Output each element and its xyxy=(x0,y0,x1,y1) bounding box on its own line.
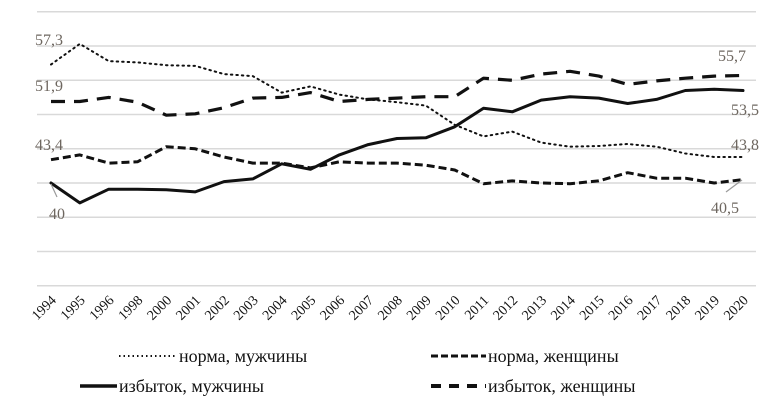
legend: норма, мужчины норма, женщины избыток, м… xyxy=(80,346,635,396)
x-tick-label: 2005 xyxy=(289,293,319,323)
gridlines xyxy=(37,11,756,287)
data-label: 43,4 xyxy=(35,137,63,154)
leader-line-40 xyxy=(50,183,58,198)
x-tick-label: 2001 xyxy=(174,293,204,323)
data-label: 43,8 xyxy=(731,137,759,154)
legend-label: избыток, женщины xyxy=(488,376,635,396)
x-tick-label: 2018 xyxy=(664,293,694,323)
x-tick-label: 1995 xyxy=(58,293,88,323)
x-tick-label: 2014 xyxy=(548,293,578,323)
x-tick-label: 2017 xyxy=(635,293,665,323)
x-tick-label: 1998 xyxy=(116,293,146,323)
x-tick-label: 1996 xyxy=(87,293,117,323)
data-label: 57,3 xyxy=(35,32,63,49)
x-tick-label: 2007 xyxy=(347,293,377,323)
series-lines xyxy=(49,42,745,205)
x-tick-label: 2004 xyxy=(260,293,290,323)
x-tick-label: 2003 xyxy=(231,293,261,323)
x-tick-label: 2006 xyxy=(318,293,348,323)
x-tick-label: 2020 xyxy=(721,293,751,323)
x-tick-label: 2019 xyxy=(693,293,723,323)
series-line-short-dash xyxy=(50,145,744,186)
legend-label: норма, мужчины xyxy=(179,346,307,366)
x-tick-label: 2016 xyxy=(606,293,636,323)
x-tick-label: 2009 xyxy=(404,293,434,323)
data-label: 51,9 xyxy=(35,78,63,95)
x-tick-label: 2002 xyxy=(202,293,232,323)
data-label: 53,5 xyxy=(731,102,759,119)
series-line-long-dash xyxy=(51,69,744,117)
x-tick-label: 2015 xyxy=(577,293,607,323)
x-tick-label: 2012 xyxy=(491,293,521,323)
x-tick-label: 2000 xyxy=(145,293,175,323)
data-label: 55,7 xyxy=(718,48,746,65)
data-label: 40,5 xyxy=(711,200,739,217)
x-tick-label: 2010 xyxy=(433,293,463,323)
x-tick-label: 1994 xyxy=(29,293,59,323)
x-axis-labels: 1994199519961998200020012002200320042005… xyxy=(29,293,751,323)
x-tick-label: 2008 xyxy=(375,293,405,323)
x-tick-label: 2013 xyxy=(520,293,550,323)
series-line-dotted xyxy=(50,42,744,158)
data-label: 40 xyxy=(49,206,65,223)
legend-label: избыток, мужчины xyxy=(119,376,264,396)
series-line-solid xyxy=(49,87,745,205)
leader-line-40-5 xyxy=(725,179,743,193)
legend-label: норма, женщины xyxy=(488,346,619,366)
data-labels: 57,3 51,9 43,4 40 55,7 53,5 43,8 40,5 xyxy=(35,32,759,223)
x-tick-label: 2011 xyxy=(462,293,492,323)
